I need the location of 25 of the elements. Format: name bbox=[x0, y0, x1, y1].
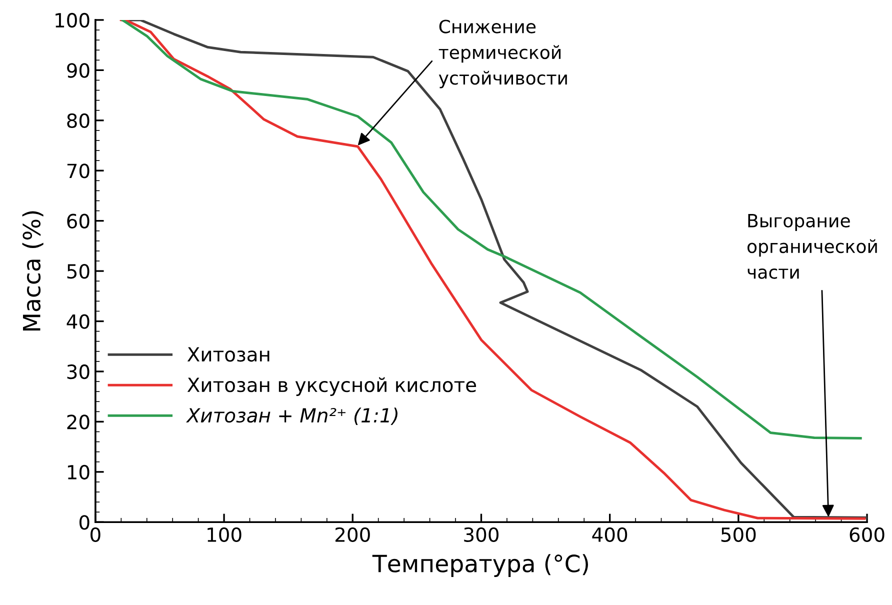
y-tick-label: 30 bbox=[67, 364, 90, 380]
y-tick-label: 70 bbox=[67, 164, 90, 178]
legend-label: Хитозан + Mn²⁺ (1:1) bbox=[186, 408, 398, 425]
x-tick-label: 100 bbox=[208, 527, 242, 542]
y-tick-label: 50 bbox=[67, 264, 90, 279]
x-tick-label: 400 bbox=[592, 527, 628, 542]
y-axis-title: Масса (%) bbox=[22, 211, 44, 331]
y-tick-label: 90 bbox=[67, 63, 90, 78]
legend-label: Хитозан bbox=[187, 347, 270, 362]
x-tick-label: 0 bbox=[90, 527, 100, 542]
y-tick-label: 0 bbox=[79, 515, 90, 530]
y-tick-label: 80 bbox=[67, 113, 90, 128]
y-tick-label: 100 bbox=[56, 12, 90, 28]
annotation: Выгорание органической части bbox=[747, 214, 877, 279]
y-tick-label: 40 bbox=[66, 314, 90, 329]
x-axis-title: Температура (°C) bbox=[372, 554, 588, 577]
legend-label: Хитозан в уксусной кислоте bbox=[187, 377, 476, 396]
x-tick-label: 200 bbox=[336, 527, 370, 542]
annotation: Снижение термической устойчивости bbox=[438, 20, 567, 88]
x-tick-label: 300 bbox=[464, 527, 498, 542]
x-tick-label: 500 bbox=[721, 527, 756, 542]
y-tick-label: 60 bbox=[67, 214, 90, 228]
y-tick-label: 10 bbox=[68, 464, 90, 480]
x-tick-label: 600 bbox=[850, 527, 884, 542]
y-tick-label: 20 bbox=[67, 414, 90, 430]
